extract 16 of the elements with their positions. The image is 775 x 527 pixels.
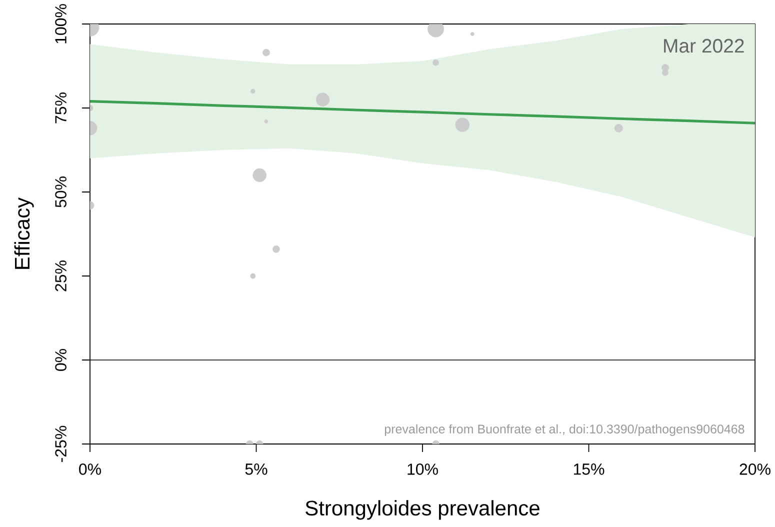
annotation: Mar 2022: [664, 38, 744, 53]
y-tick-label: 100%: [55, 4, 66, 44]
x-tick-label: 10%: [408, 464, 438, 475]
y-tick-label: 50%: [55, 176, 66, 208]
y-tick-label: 0%: [55, 349, 66, 371]
x-tick-label: 0%: [79, 464, 101, 475]
y-axis-title: Efficacy: [14, 197, 34, 269]
y-tick-label: 75%: [55, 92, 66, 124]
y-tick-label: -25%: [55, 426, 66, 462]
x-axis-title: Strongyloides prevalence: [306, 500, 540, 520]
x-tick-label: 5%: [245, 464, 268, 475]
line-series: [90, 100, 756, 124]
x-tick-label: 20%: [740, 464, 770, 475]
annotation: prevalence from Buonfrate et al., doi:10.3390/pathogens9060468: [384, 424, 744, 436]
x-tick-label: 15%: [574, 464, 604, 475]
y-tick-label: 25%: [55, 260, 66, 292]
